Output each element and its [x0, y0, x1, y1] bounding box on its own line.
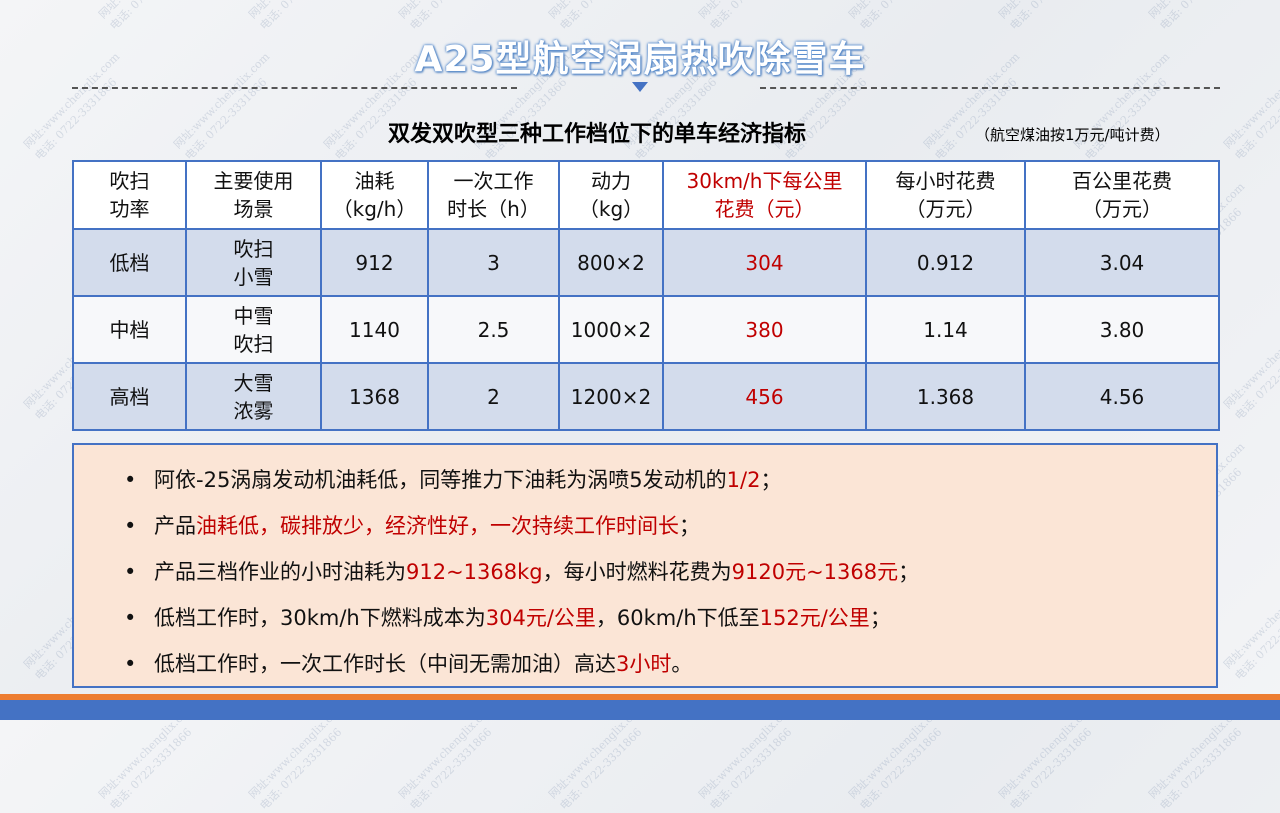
watermark-text: 网址:www.chenglix.com 电话: 0722-3331866 [695, 0, 810, 33]
table-cell: 304 [662, 228, 867, 297]
table-cell: 4.56 [1024, 362, 1220, 431]
table-cell: 1.368 [865, 362, 1026, 431]
table-header-row: 吹扫 功率 主要使用 场景 油耗 （kg/h） 一次工作 时长（h） 动力 （kg） 30… [72, 160, 1220, 230]
table-cell: 0.912 [865, 228, 1026, 297]
bullet-text: ； [869, 606, 891, 630]
bullet-item: • 低档工作时，一次工作时长（中间无需加油）高达3小时。 [124, 641, 1216, 687]
bullet-text: ； [898, 560, 920, 584]
highlight-text: 3小时 [616, 652, 672, 676]
bullet-text: 产品三档作业的小时油耗为 [154, 560, 406, 584]
footer-stripe-orange [0, 694, 1280, 700]
bullet-icon: • [124, 514, 137, 538]
table-cell: 3.80 [1024, 295, 1220, 364]
table-cell: 吹扫 小雪 [185, 228, 322, 297]
bullet-item: • 阿依-25涡扇发动机油耗低，同等推力下油耗为涡喷5发动机的1/2； [124, 457, 1216, 503]
table-cell: 1140 [320, 295, 429, 364]
table-cell: 2.5 [427, 295, 560, 364]
triangle-marker-icon [632, 82, 648, 92]
column-header: 一次工作 时长（h） [427, 160, 560, 230]
table-cell: 中档 [72, 295, 187, 364]
column-header: 油耗 （kg/h） [320, 160, 429, 230]
bullet-item: • 产品油耗低，碳排放少，经济性好，一次持续工作时间长； [124, 503, 1216, 549]
table-cell: 3 [427, 228, 560, 297]
bullet-icon: • [124, 652, 137, 676]
table-cell: 1000×2 [558, 295, 664, 364]
table-cell: 1200×2 [558, 362, 664, 431]
bullet-item: • 低档工作时，30km/h下燃料成本为304元/公里，60km/h下低至152元… [124, 595, 1216, 641]
table-cell: 低档 [72, 228, 187, 297]
bullet-text: 低档工作时，30km/h下燃料成本为 [154, 606, 486, 630]
watermark-text: 网址:www.chenglix.com 电话: 0722-3331866 [1145, 0, 1260, 33]
table-row: 高档 大雪 浓雾 1368 2 1200×2 456 1.368 4.56 [72, 362, 1220, 431]
column-header: 动力 （kg） [558, 160, 664, 230]
table-cell: 高档 [72, 362, 187, 431]
bullet-text: ； [760, 468, 782, 492]
bullet-icon: • [124, 560, 137, 584]
highlights-box: • 阿依-25涡扇发动机油耗低，同等推力下油耗为涡喷5发动机的1/2； • 产品油耗低… [72, 443, 1218, 688]
column-header: 主要使用 场景 [185, 160, 322, 230]
table-cell: 3.04 [1024, 228, 1220, 297]
bullet-item: • 产品三档作业的小时油耗为912~1368kg，每小时燃料花费为9120元~13… [124, 549, 1216, 595]
bullet-text: 低档工作时，一次工作时长（中间无需加油）高达 [154, 652, 616, 676]
highlight-text: 1/2 [726, 468, 761, 492]
watermark-text: 网址:www.chenglix.com 电话: 0722-3331866 [1221, 310, 1280, 423]
table-cell: 800×2 [558, 228, 664, 297]
highlight-text: 912~1368kg [406, 560, 543, 584]
highlight-text: 油耗低，碳排放少，经济性好，一次持续工作时间长 [196, 514, 679, 538]
table-cell: 456 [662, 362, 867, 431]
column-header: 百公里花费 （万元） [1024, 160, 1220, 230]
watermark-text: 网址:www.chenglix.com 电话: 0722-3331866 [1221, 570, 1280, 683]
page-title: A25型航空涡扇热吹除雪车 [414, 39, 866, 80]
column-header: 每小时花费 （万元） [865, 160, 1026, 230]
footer-bar [0, 700, 1280, 720]
bullet-text: 阿依-25涡扇发动机油耗低，同等推力下油耗为涡喷5发动机的 [154, 468, 727, 492]
table-row: 低档 吹扫 小雪 912 3 800×2 304 0.912 3.04 [72, 228, 1220, 297]
table-cell: 2 [427, 362, 560, 431]
highlight-text: 9120元~1368元 [731, 560, 899, 584]
watermark-text: 网址:www.chenglix.com 电话: 0722-3331866 [0, 0, 59, 33]
column-header: 吹扫 功率 [72, 160, 187, 230]
column-header: 30km/h下每公里 花费（元） [662, 160, 867, 230]
bullet-text: ，60km/h下低至 [595, 606, 760, 630]
bullet-text: ，每小时燃料花费为 [542, 560, 732, 584]
table-cell: 380 [662, 295, 867, 364]
watermark-text: 网址:www.chenglix.com 电话: 0722-3331866 [845, 0, 960, 33]
table-cell: 大雪 浓雾 [185, 362, 322, 431]
divider-left [72, 87, 517, 89]
bullet-text: ； [679, 514, 700, 538]
highlight-text: 304元/公里 [485, 606, 596, 630]
highlight-text: 152元/公里 [759, 606, 870, 630]
economic-indicators-table: 吹扫 功率 主要使用 场景 油耗 （kg/h） 一次工作 时长（h） 动力 （kg） 30… [72, 160, 1220, 431]
table-cell: 1.14 [865, 295, 1026, 364]
bullet-icon: • [124, 468, 137, 492]
watermark-text: 网址:www.chenglix.com 电话: 0722-3331866 [95, 0, 210, 33]
table-cell: 中雪 吹扫 [185, 295, 322, 364]
bullet-text: 产品 [154, 514, 196, 538]
watermark-text: 网址:www.chenglix.com 电话: 0722-3331866 [545, 0, 660, 33]
table-cell: 912 [320, 228, 429, 297]
fuel-price-note: （航空煤油按1万元/吨计费） [975, 126, 1170, 144]
table-title: 双发双吹型三种工作档位下的单车经济指标 [388, 122, 807, 147]
bullet-icon: • [124, 606, 137, 630]
watermark-text: 网址:www.chenglix.com 电话: 0722-3331866 [995, 0, 1110, 33]
bullet-text: 。 [671, 652, 693, 676]
watermark-text: 网址:www.chenglix.com 电话: 0722-3331866 [245, 0, 360, 33]
table-cell: 1368 [320, 362, 429, 431]
table-row: 中档 中雪 吹扫 1140 2.5 1000×2 380 1.14 3.80 [72, 295, 1220, 364]
watermark-text: 网址:www.chenglix.com 电话: 0722-3331866 [395, 0, 510, 33]
divider-right [760, 87, 1220, 89]
